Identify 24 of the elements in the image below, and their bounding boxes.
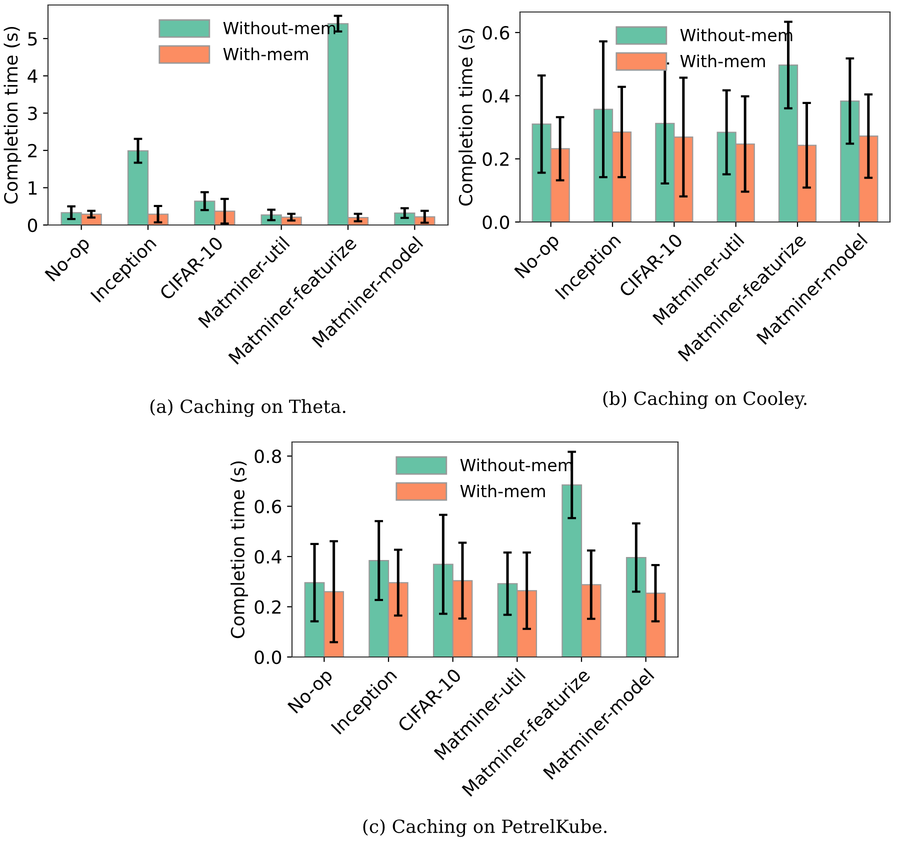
legend-label: With-mem: [460, 484, 545, 498]
legend-label: With-mem: [223, 47, 308, 60]
y-tick-label: 0.4: [254, 550, 282, 564]
text: (a) Caching on Theta.: [150, 399, 346, 417]
y-axis-title: Completion time (s): [230, 461, 248, 638]
y-tick-label: 0: [28, 218, 38, 232]
y-tick-label: 0.2: [254, 600, 280, 614]
y-tick-label: 3: [28, 106, 37, 120]
y-tick-label: 0.6: [482, 26, 510, 40]
y-tick-label: 2: [28, 144, 36, 158]
y-tick-label: 0.2: [482, 152, 508, 166]
y-tick-label: 0.6: [254, 500, 282, 514]
text: (c) Caching on PetrelKube.: [363, 819, 606, 837]
y-tick-label: 1: [28, 181, 37, 195]
y-tick-label: 5: [28, 32, 37, 46]
y-axis-title: Completion time (s): [458, 28, 476, 206]
legend-label: With-mem: [680, 54, 765, 68]
y-tick-label: 0.0: [482, 215, 510, 230]
y-tick-label: 0.4: [482, 89, 510, 103]
y-axis-title: Completion time (s): [4, 26, 22, 204]
y-tick-label: 0.0: [254, 650, 282, 664]
y-tick-label: 4: [28, 70, 38, 83]
y-tick-label: 0.8: [254, 450, 282, 464]
text: (b) Caching on Cooley.: [603, 391, 806, 409]
